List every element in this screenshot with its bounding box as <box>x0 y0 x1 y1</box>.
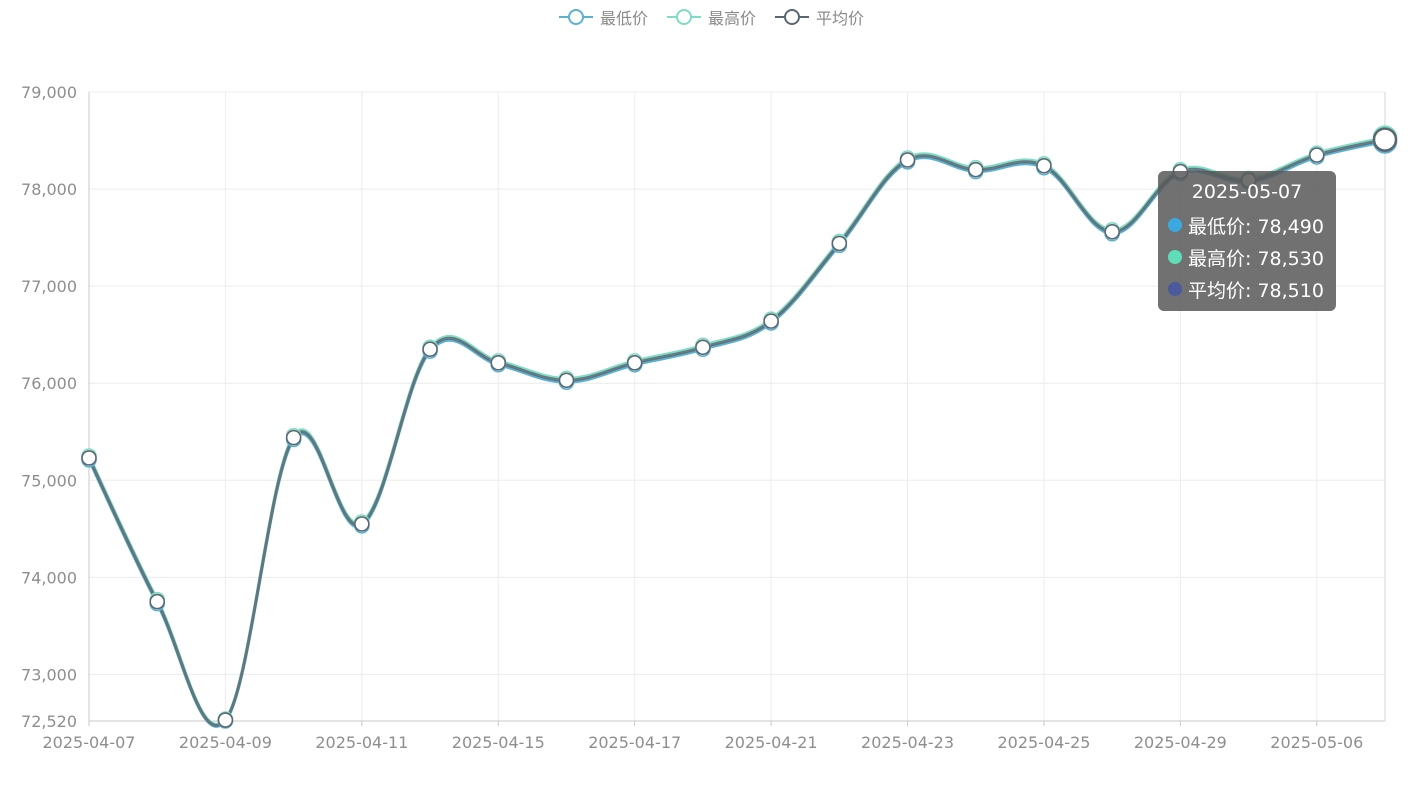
data-point[interactable] <box>490 355 507 371</box>
grid-layer <box>88 91 1385 721</box>
legend-label-high: 最高价 <box>707 9 756 28</box>
tooltip-date: 2025-05-07 <box>1191 181 1303 203</box>
legend-line-circle-icon <box>775 9 809 25</box>
tooltip-row-low: 最低价: 78,490 <box>1168 209 1326 241</box>
x-tick-label: 2025-04-07 <box>43 733 136 752</box>
data-point[interactable] <box>354 516 370 532</box>
tooltip-row-avg: 平均价: 78,510 <box>1168 273 1326 305</box>
legend-label-avg: 平均价 <box>816 9 865 28</box>
series-layer <box>87 136 1387 728</box>
data-point[interactable] <box>626 355 643 371</box>
axis-layer: 72,520 73,000 74,000 75,000 76,000 77,000 78,0… <box>21 83 1386 752</box>
y-tick-label: 78,000 <box>21 180 77 199</box>
data-point[interactable] <box>695 339 711 356</box>
x-tick-label: 2025-04-25 <box>997 733 1090 752</box>
chart-tooltip: 2025-05-07 最低价: 78,490 最高价: 78,530 平均价: … <box>1158 171 1336 311</box>
x-tick-label: 2025-04-29 <box>1134 733 1227 752</box>
tooltip-value-low: 最低价: 78,490 <box>1188 215 1324 238</box>
legend-item-high[interactable]: 最高价 <box>666 5 756 29</box>
legend-line-circle-icon <box>558 9 593 25</box>
series-dot-icon <box>1168 282 1182 296</box>
data-point[interactable] <box>1372 127 1398 152</box>
legend-label-low: 最低价 <box>599 9 648 28</box>
y-tick-label: 73,000 <box>21 665 77 684</box>
tooltip-row-high: 最高价: 78,530 <box>1168 241 1326 273</box>
y-tick-label: 77,000 <box>21 277 77 296</box>
data-point[interactable] <box>763 313 779 329</box>
x-tick-label: 2025-05-06 <box>1270 733 1363 752</box>
series-line-2 <box>87 138 1387 727</box>
y-tick-label: 72,520 <box>21 712 77 731</box>
x-tick-label: 2025-04-15 <box>452 733 545 752</box>
series-dot-icon <box>1168 250 1182 264</box>
y-tick-label: 75,000 <box>21 471 77 490</box>
data-point[interactable] <box>422 341 438 358</box>
tooltip-value-high: 最高价: 78,530 <box>1188 247 1324 270</box>
x-tick-label: 2025-04-23 <box>861 733 954 752</box>
legend-item-low[interactable]: 最低价 <box>558 5 648 29</box>
tooltip-value-avg: 平均价: 78,510 <box>1188 279 1324 302</box>
data-point[interactable] <box>149 593 166 610</box>
x-tick-label: 2025-04-21 <box>725 733 818 752</box>
data-point[interactable] <box>831 235 848 252</box>
y-tick-label: 76,000 <box>21 374 77 393</box>
data-point[interactable] <box>558 372 575 389</box>
point-layer <box>81 125 1398 729</box>
x-tick-label: 2025-04-09 <box>179 733 272 752</box>
data-point[interactable] <box>899 152 916 168</box>
data-point[interactable] <box>285 429 302 446</box>
y-tick-label: 79,000 <box>21 83 77 102</box>
x-tick-label: 2025-04-17 <box>588 733 681 752</box>
y-tick-label: 74,000 <box>21 568 77 587</box>
legend-line-circle-icon <box>666 9 701 25</box>
chart-legend: 最低价 最高价 平均价 <box>0 4 1422 30</box>
data-point[interactable] <box>1104 223 1120 240</box>
data-point[interactable] <box>1036 157 1052 174</box>
data-point[interactable] <box>967 161 984 178</box>
data-point[interactable] <box>1308 147 1325 163</box>
data-point[interactable] <box>81 450 97 466</box>
legend-item-avg[interactable]: 平均价 <box>774 5 864 29</box>
data-point[interactable] <box>217 712 234 728</box>
x-tick-label: 2025-04-11 <box>315 733 408 752</box>
series-dot-icon <box>1168 218 1182 232</box>
